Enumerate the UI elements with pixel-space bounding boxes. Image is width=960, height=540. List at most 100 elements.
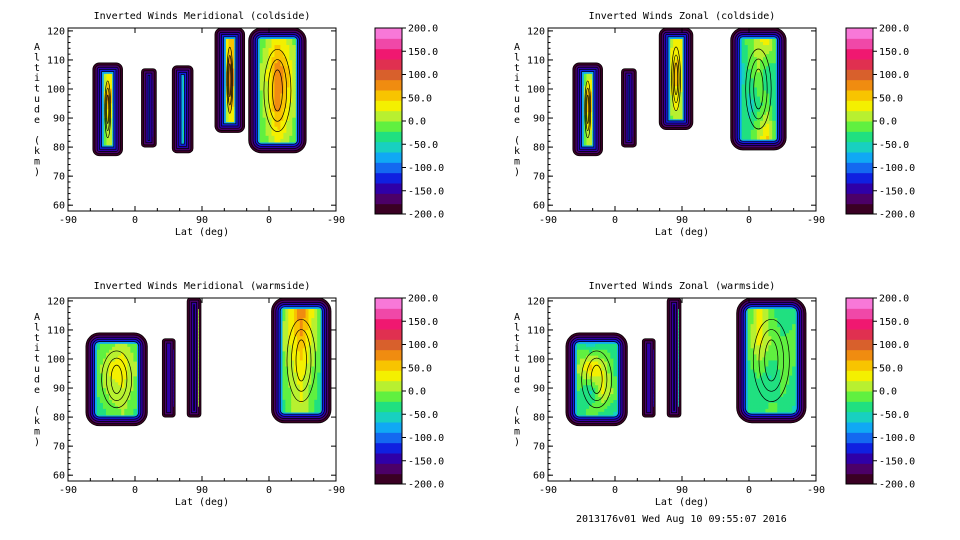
field-cell bbox=[678, 56, 683, 61]
field-cell bbox=[759, 318, 764, 322]
field-cell bbox=[676, 89, 680, 93]
field-cell bbox=[106, 88, 110, 93]
field-cell bbox=[317, 399, 321, 404]
field-cell bbox=[589, 385, 593, 389]
field-cell bbox=[585, 370, 590, 375]
field-cell bbox=[311, 321, 315, 325]
field-cell bbox=[780, 327, 784, 331]
field-cell bbox=[759, 108, 764, 113]
field-cell bbox=[271, 39, 276, 43]
field-cell bbox=[118, 352, 122, 357]
field-cell bbox=[789, 378, 793, 383]
field-cell bbox=[228, 74, 232, 78]
field-cell bbox=[759, 57, 764, 61]
field-cell bbox=[595, 382, 599, 386]
field-cell bbox=[262, 42, 267, 46]
field-cell bbox=[262, 129, 267, 134]
x-tick-label: -90 bbox=[807, 485, 825, 496]
field-cell bbox=[759, 378, 764, 383]
field-cell bbox=[766, 120, 770, 125]
field-cell bbox=[676, 44, 680, 49]
field-cell bbox=[777, 387, 781, 392]
field-cell bbox=[130, 364, 134, 369]
field-cell bbox=[305, 339, 310, 343]
field-cell bbox=[753, 135, 758, 140]
contour-line bbox=[586, 94, 590, 124]
field-cell bbox=[198, 354, 199, 359]
field-cell bbox=[750, 375, 755, 380]
field-cell bbox=[678, 333, 679, 337]
field-cell bbox=[579, 397, 584, 401]
field-cell bbox=[772, 99, 776, 104]
field-cell bbox=[292, 51, 296, 55]
field-cell bbox=[741, 51, 746, 55]
field-cell bbox=[771, 309, 775, 313]
field-cell bbox=[753, 87, 758, 92]
field-cell bbox=[670, 77, 674, 81]
field-cell bbox=[152, 124, 154, 128]
field-cell bbox=[783, 399, 787, 404]
field-cell bbox=[747, 336, 752, 340]
field-cell bbox=[265, 120, 270, 125]
field-cell bbox=[786, 330, 790, 334]
field-cell bbox=[756, 63, 761, 67]
field-cell bbox=[592, 361, 596, 366]
field-cell bbox=[772, 96, 776, 101]
field-cell bbox=[198, 357, 199, 362]
field-cell bbox=[106, 130, 110, 134]
field-cell bbox=[302, 384, 307, 389]
field-cell bbox=[277, 102, 282, 107]
field-cell bbox=[285, 330, 289, 334]
field-cell bbox=[280, 123, 284, 128]
field-cell bbox=[277, 84, 282, 89]
field-cell bbox=[678, 98, 683, 102]
field-cell bbox=[792, 345, 796, 349]
x-tick-label: 0 bbox=[132, 485, 138, 496]
field-cell bbox=[99, 364, 104, 369]
field-cell bbox=[274, 81, 279, 85]
field-cell bbox=[653, 388, 654, 392]
field-cell bbox=[198, 312, 199, 316]
field-cell bbox=[610, 352, 614, 357]
field-cell bbox=[771, 330, 775, 334]
field-cell bbox=[311, 345, 315, 349]
field-cell bbox=[228, 68, 232, 73]
field-cell bbox=[789, 360, 793, 365]
field-cell bbox=[274, 138, 279, 143]
field-cell bbox=[783, 315, 787, 319]
field-cell bbox=[289, 39, 293, 43]
field-cell bbox=[228, 77, 232, 81]
field-cell bbox=[765, 321, 769, 325]
field-cell bbox=[750, 102, 755, 107]
field-cell bbox=[314, 327, 318, 331]
field-cell bbox=[750, 69, 755, 73]
field-cell bbox=[759, 51, 764, 55]
field-cell bbox=[198, 336, 199, 340]
field-cell bbox=[288, 312, 292, 316]
field-cell bbox=[288, 363, 292, 368]
field-cell bbox=[271, 126, 276, 131]
field-cell bbox=[130, 400, 134, 404]
field-cell bbox=[106, 138, 110, 143]
field-cell bbox=[783, 321, 787, 325]
field-cell bbox=[127, 402, 131, 407]
field-cell bbox=[280, 132, 284, 137]
field-cell bbox=[259, 48, 264, 52]
field-cell bbox=[130, 397, 134, 401]
field-cell bbox=[585, 361, 590, 366]
field-cell bbox=[747, 63, 752, 67]
field-cell bbox=[747, 354, 752, 359]
field-cell bbox=[589, 127, 593, 131]
field-cell bbox=[294, 345, 298, 349]
field-cell bbox=[292, 126, 296, 131]
chart-title: Inverted Winds Zonal (warmside) bbox=[589, 281, 776, 292]
field-cell bbox=[121, 385, 125, 389]
colorbar-segment bbox=[375, 38, 402, 50]
field-cell bbox=[311, 378, 315, 383]
field-cell bbox=[317, 360, 321, 365]
field-cell bbox=[586, 85, 590, 90]
field-cell bbox=[763, 60, 767, 64]
field-cell bbox=[789, 318, 793, 322]
field-cell bbox=[106, 132, 110, 137]
field-cell bbox=[106, 109, 110, 113]
